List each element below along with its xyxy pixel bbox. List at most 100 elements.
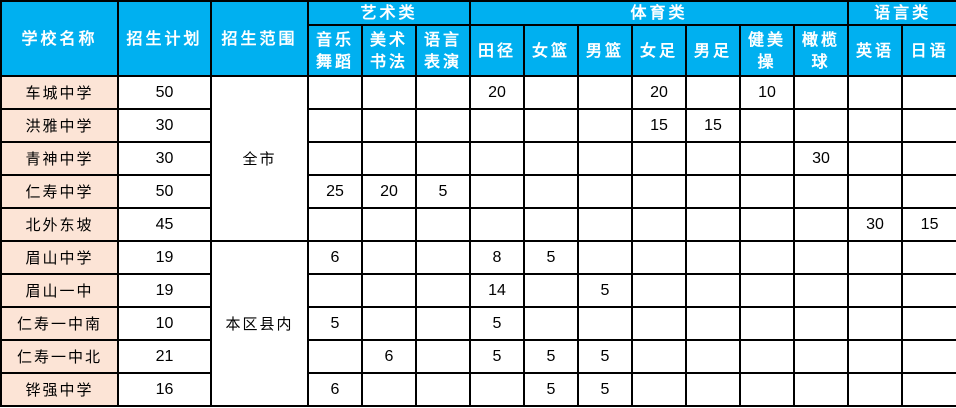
quota-cell — [847, 372, 904, 407]
quota-cell — [631, 273, 687, 308]
quota-cell: 5 — [415, 174, 471, 209]
quota-cell — [739, 141, 795, 176]
quota-cell: 20 — [361, 174, 417, 209]
quota-cell — [361, 75, 417, 110]
quota-cell — [631, 306, 687, 341]
header-plan: 招生计划 — [117, 0, 212, 77]
quota-cell: 14 — [469, 273, 525, 308]
header-group-sports: 体育类 — [468, 0, 850, 26]
quota-cell — [469, 108, 525, 143]
quota-cell — [901, 75, 956, 110]
quota-cell — [792, 207, 850, 242]
scope-cell: 本区县内 — [210, 240, 309, 407]
quota-cell: 15 — [631, 108, 687, 143]
quota-cell: 6 — [361, 339, 417, 374]
school-name-cell: 眉山中学 — [0, 240, 119, 275]
quota-cell — [577, 141, 633, 176]
quota-cell — [739, 339, 795, 374]
quota-cell — [847, 306, 904, 341]
header-subject: 女篮 — [523, 24, 579, 77]
plan-cell: 10 — [117, 306, 212, 341]
quota-cell — [901, 372, 956, 407]
school-name-cell: 眉山一中 — [0, 273, 119, 308]
quota-cell — [523, 75, 579, 110]
table-row: 洪雅中学 30 15 15 — [0, 108, 956, 143]
quota-cell — [847, 240, 904, 275]
quota-cell — [685, 174, 741, 209]
quota-cell — [792, 108, 850, 143]
quota-cell — [361, 306, 417, 341]
quota-cell — [415, 108, 471, 143]
quota-cell — [361, 108, 417, 143]
quota-cell: 8 — [469, 240, 525, 275]
quota-cell — [901, 339, 956, 374]
quota-cell — [631, 174, 687, 209]
quota-cell — [847, 339, 904, 374]
quota-cell — [901, 240, 956, 275]
quota-cell — [307, 141, 363, 176]
quota-cell: 15 — [901, 207, 956, 242]
quota-cell — [847, 75, 904, 110]
quota-cell — [631, 339, 687, 374]
school-name-cell: 北外东坡 — [0, 207, 119, 242]
quota-cell — [307, 339, 363, 374]
quota-cell: 5 — [523, 240, 579, 275]
header-subject: 田径 — [469, 24, 525, 77]
plan-cell: 16 — [117, 372, 212, 407]
quota-cell — [361, 207, 417, 242]
quota-cell — [901, 306, 956, 341]
quota-cell — [469, 141, 525, 176]
quota-cell — [361, 372, 417, 407]
plan-cell: 50 — [117, 75, 212, 110]
quota-cell — [792, 240, 850, 275]
quota-cell — [685, 141, 741, 176]
quota-cell — [792, 273, 850, 308]
table-row: 仁寿一中北 21 6 5 5 5 — [0, 339, 956, 374]
quota-cell — [361, 273, 417, 308]
quota-cell — [739, 174, 795, 209]
table-row: 青神中学 30 30 — [0, 141, 956, 176]
header-subject: 橄榄球 — [792, 24, 850, 77]
quota-cell — [361, 141, 417, 176]
quota-cell: 10 — [739, 75, 795, 110]
header-school: 学校名称 — [0, 0, 119, 77]
quota-cell: 5 — [577, 273, 633, 308]
school-name-cell: 洪雅中学 — [0, 108, 119, 143]
quota-cell — [523, 141, 579, 176]
table-row: 眉山一中 19 14 5 — [0, 273, 956, 308]
quota-cell: 5 — [469, 339, 525, 374]
quota-cell — [361, 240, 417, 275]
quota-cell — [631, 372, 687, 407]
header-subject: 女足 — [631, 24, 687, 77]
plan-cell: 50 — [117, 174, 212, 209]
table-row: 车城中学 50 全市 20 20 10 — [0, 75, 956, 242]
quota-cell — [847, 108, 904, 143]
header-subject: 日语 — [901, 24, 956, 77]
quota-cell — [577, 108, 633, 143]
quota-cell — [415, 339, 471, 374]
quota-cell — [792, 372, 850, 407]
school-name-cell: 铧强中学 — [0, 372, 119, 407]
header-subject: 音乐舞蹈 — [307, 24, 363, 77]
header-scope: 招生范围 — [210, 0, 309, 77]
table-row: 北外东坡 45 30 15 — [0, 207, 956, 242]
quota-cell — [792, 306, 850, 341]
quota-cell — [685, 273, 741, 308]
quota-cell: 30 — [847, 207, 904, 242]
quota-cell — [415, 306, 471, 341]
quota-cell — [415, 141, 471, 176]
quota-cell: 15 — [685, 108, 741, 143]
quota-cell — [307, 273, 363, 308]
plan-cell: 45 — [117, 207, 212, 242]
quota-cell — [901, 174, 956, 209]
school-name-cell: 青神中学 — [0, 141, 119, 176]
quota-cell: 5 — [523, 372, 579, 407]
quota-cell — [685, 207, 741, 242]
header-subject: 英语 — [847, 24, 904, 77]
quota-cell — [739, 240, 795, 275]
quota-cell: 25 — [307, 174, 363, 209]
plan-cell: 30 — [117, 141, 212, 176]
quota-cell — [523, 306, 579, 341]
quota-cell — [469, 174, 525, 209]
